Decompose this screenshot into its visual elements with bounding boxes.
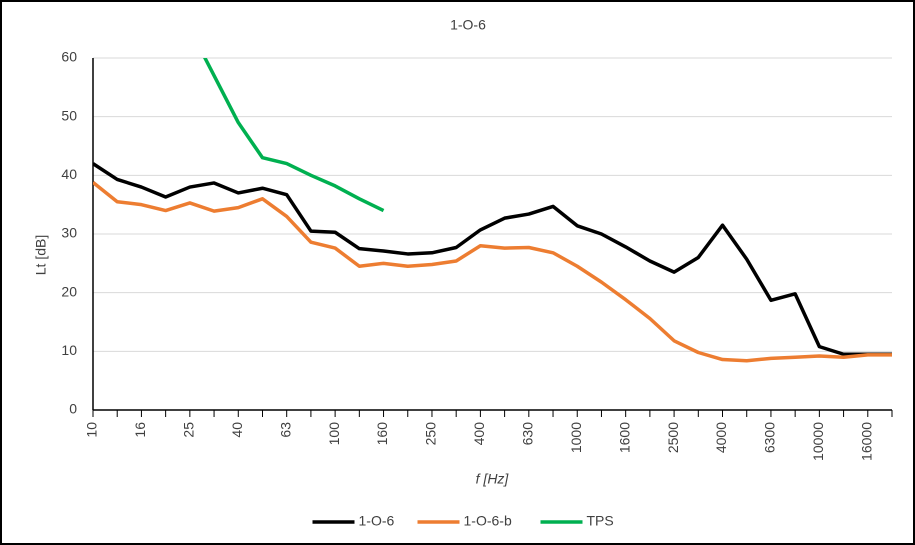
y-tick-label: 20 xyxy=(61,283,77,299)
series-line xyxy=(93,181,892,363)
x-tick-label: 40 xyxy=(229,422,245,438)
x-axis-label: f [Hz] xyxy=(476,471,510,487)
y-tick-label: 40 xyxy=(61,166,77,182)
x-tick-label: 25 xyxy=(181,422,197,438)
x-tick-label: 63 xyxy=(277,422,293,438)
x-tick-label: 1600 xyxy=(616,422,632,453)
x-tick-label: 1000 xyxy=(568,422,584,453)
x-tick-label: 160 xyxy=(374,422,390,446)
x-tick-label: 100 xyxy=(326,422,342,446)
x-tick-label: 250 xyxy=(423,422,439,446)
x-tick-label: 16 xyxy=(132,422,148,438)
legend-label: TPS xyxy=(587,513,614,529)
series-line xyxy=(203,58,385,213)
legend-label: 1-O-6 xyxy=(359,513,395,529)
y-tick-label: 10 xyxy=(61,342,77,358)
legend-label: 1-O-6-b xyxy=(464,513,512,529)
x-tick-label: 6300 xyxy=(762,422,778,453)
x-tick-label: 2500 xyxy=(665,422,681,453)
x-tick-label: 16000 xyxy=(858,422,874,461)
y-tick-label: 60 xyxy=(61,49,77,65)
y-tick-label: 50 xyxy=(61,107,77,123)
x-tick-label: 10 xyxy=(84,422,100,438)
y-tick-label: 0 xyxy=(69,401,77,417)
plot: 0 10 20 30 40 50 60 10 16 25 40 63 100 160 250 400 630 10… xyxy=(61,49,893,529)
chart-title: 1-O-6 xyxy=(450,17,486,33)
series-line xyxy=(93,162,892,357)
x-tick-label: 4000 xyxy=(713,422,729,453)
y-tick-label: 30 xyxy=(61,225,77,241)
x-tick-label: 630 xyxy=(520,422,536,446)
x-tick-label: 400 xyxy=(471,422,487,446)
y-axis-label: Lt [dB] xyxy=(33,235,49,275)
x-tick-label: 10000 xyxy=(810,422,826,461)
